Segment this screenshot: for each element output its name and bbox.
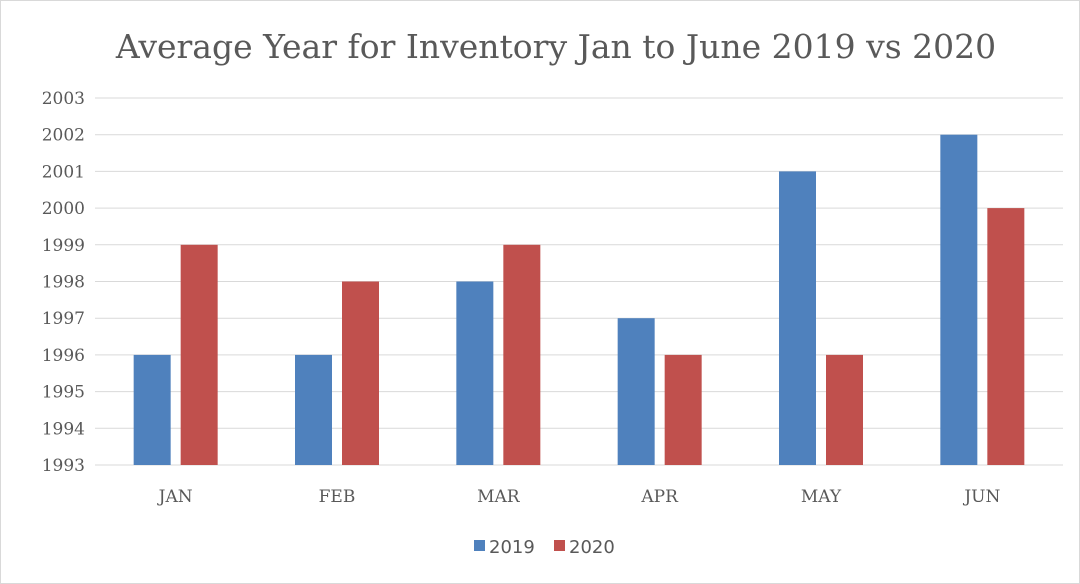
y-tick-label: 1997: [42, 309, 85, 329]
x-tick-label: MAR: [477, 487, 521, 507]
y-tick-label: 1996: [42, 346, 85, 366]
gridlines: [95, 97, 1063, 466]
x-tick-label: FEB: [319, 487, 356, 507]
bar-2020-may: [826, 354, 863, 465]
y-tick-label: 1998: [42, 273, 85, 293]
bar-2020-apr: [664, 354, 702, 465]
legend: 2019 2020: [474, 537, 615, 558]
x-tick-label: JAN: [157, 487, 193, 507]
legend-label: 2019: [489, 537, 535, 558]
legend-swatch-2019: [474, 540, 485, 551]
y-tick-label: 1994: [42, 419, 85, 439]
bar-2020-feb: [342, 281, 379, 465]
legend-label: 2020: [569, 537, 615, 558]
bar-2020-jun: [987, 208, 1025, 465]
y-tick-label: 1995: [42, 383, 85, 403]
x-tick-label: MAY: [801, 487, 842, 507]
bar-2019-apr: [617, 318, 655, 465]
y-tick-label: 2000: [42, 199, 85, 219]
x-tick-label: APR: [640, 487, 679, 507]
bar-2019-jun: [940, 134, 978, 465]
bar-2020-jan: [180, 244, 218, 465]
x-tick-label: JUN: [962, 487, 1000, 507]
chart-title: Average Year for Inventory Jan to June 2…: [115, 27, 996, 66]
y-axis-tick-labels: 1993 1994 1995 1996 1997 1998 1999 2000 2001 2002…: [42, 89, 85, 476]
y-tick-label: 1993: [42, 456, 85, 476]
bar-2019-mar: [456, 281, 494, 465]
y-tick-label: 2001: [42, 162, 85, 182]
bar-2019-jan: [133, 354, 171, 465]
y-tick-label: 2003: [42, 89, 85, 109]
x-axis-tick-labels: JAN FEB MAR APR MAY JUN: [157, 487, 1001, 507]
bar-2019-feb: [295, 354, 332, 465]
y-tick-label: 2002: [42, 126, 85, 146]
bars: [133, 134, 1025, 465]
bar-2020-mar: [503, 244, 541, 465]
bar-2019-may: [779, 171, 816, 465]
legend-swatch-2020: [554, 540, 565, 551]
y-tick-label: 1999: [42, 236, 85, 256]
